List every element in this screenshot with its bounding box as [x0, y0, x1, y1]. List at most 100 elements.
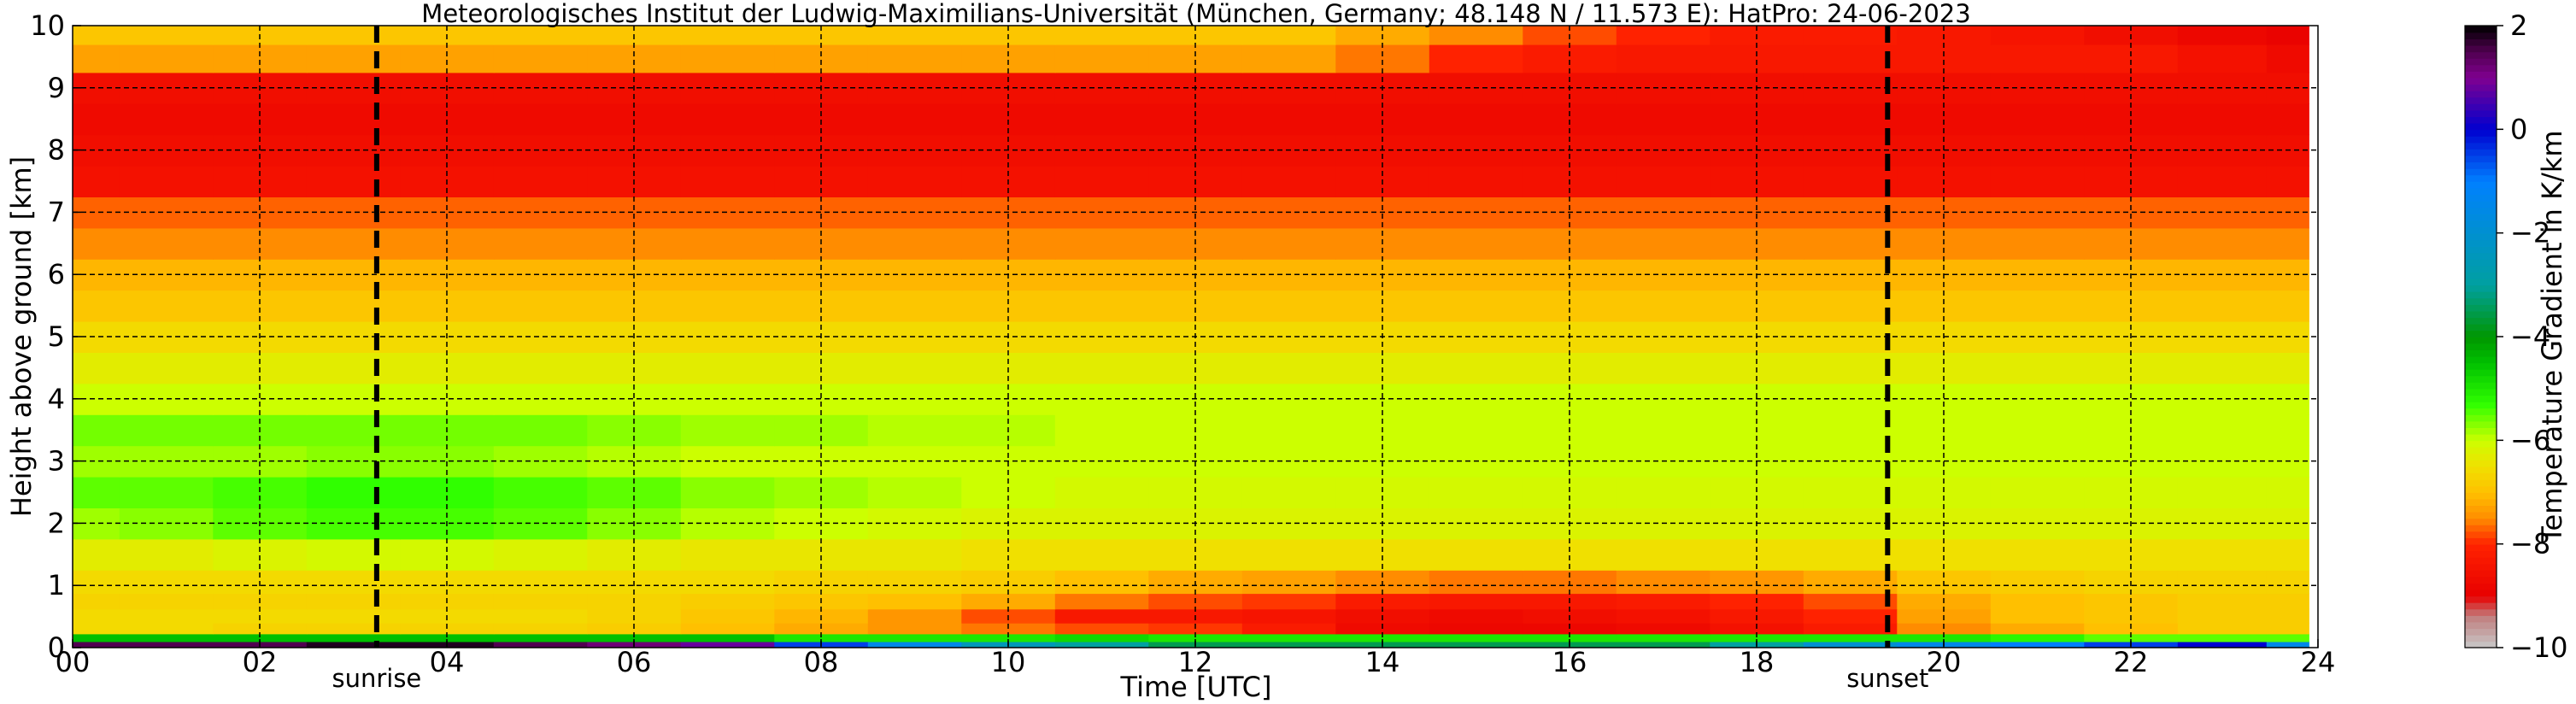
colorbar-segment [2465, 440, 2497, 448]
colorbar-segment [2465, 64, 2497, 72]
heatmap-cell [1616, 476, 1711, 508]
heatmap-cell [1803, 227, 1898, 260]
heatmap-cell [1616, 26, 1711, 45]
heatmap-cell [306, 352, 402, 384]
heatmap-cell [2177, 227, 2268, 260]
heatmap-cell [2266, 641, 2309, 648]
colorbar-segment [2465, 414, 2497, 422]
heatmap-cell [1241, 26, 1337, 45]
colorbar-segment [2465, 550, 2497, 558]
colorbar-segment [2465, 252, 2497, 260]
heatmap-cell [1054, 570, 1150, 595]
heatmap-cell [867, 227, 963, 260]
y-tick-label: 0 [48, 631, 65, 664]
colorbar-segment [2465, 433, 2497, 442]
heatmap-cell [493, 320, 589, 353]
heatmap-cell [400, 44, 495, 73]
heatmap-cell [2266, 538, 2309, 571]
heatmap-cell [1990, 476, 2086, 508]
heatmap-cell [2266, 476, 2309, 508]
heatmap-cell [680, 414, 776, 447]
heatmap-cell [1616, 227, 1711, 260]
heatmap-cell [1803, 44, 1898, 73]
y-tick-label: 7 [48, 196, 65, 228]
heatmap-cell [493, 507, 589, 540]
heatmap-cell [1990, 352, 2086, 384]
colorbar-segment [2465, 563, 2497, 571]
colorbar-segment [2465, 167, 2497, 176]
heatmap-cell [587, 44, 682, 73]
chart-title: Meteorologisches Institut der Ludwig-Max… [421, 0, 1970, 28]
x-tick-label: 10 [991, 646, 1026, 678]
heatmap-cell [119, 103, 214, 136]
colorbar-segment [2465, 290, 2497, 299]
heatmap-cell [1241, 476, 1337, 508]
heatmap-cell [306, 44, 402, 73]
heatmap-cell [119, 633, 214, 642]
colorbar-segment [2465, 84, 2497, 91]
heatmap-cell [2177, 633, 2268, 642]
colorbar-segment [2465, 310, 2497, 319]
colorbar-segment [2465, 337, 2497, 344]
colorbar-segment [2465, 621, 2497, 630]
heatmap-cell [119, 414, 214, 447]
colorbar-segment [2465, 472, 2497, 480]
colorbar-segment [2465, 368, 2497, 377]
heatmap-cell [119, 476, 214, 508]
colorbar-tick-label: −10 [2510, 631, 2568, 664]
x-tick-label: 16 [1552, 646, 1587, 678]
heatmap-cell [73, 622, 120, 635]
colorbar-segment [2465, 420, 2497, 428]
heatmap-cell [1335, 44, 1430, 73]
heatmap-cell [1710, 633, 1804, 642]
x-tick-label: 12 [1178, 646, 1213, 678]
heatmap-cell [493, 44, 589, 73]
heatmap-cell [680, 622, 776, 635]
x-tick-label: 22 [2114, 646, 2149, 678]
heatmap-cell [867, 476, 963, 508]
heatmap-cell [680, 290, 776, 322]
heatmap-cell [213, 44, 308, 73]
colorbar-segment [2465, 226, 2497, 234]
heatmap-cell [1335, 633, 1430, 642]
heatmap-cell [680, 593, 776, 610]
colorbar-segment [2465, 576, 2497, 584]
y-tick-label: 6 [48, 258, 65, 290]
heatmap-cell [493, 290, 589, 322]
heatmap-cell [306, 538, 402, 571]
colorbar-segment [2465, 317, 2497, 325]
colorbar-tick-label: −8 [2510, 528, 2550, 560]
heatmap-cell [961, 44, 1056, 73]
y-tick-label: 4 [48, 383, 65, 415]
heatmap-cell [1616, 608, 1711, 624]
heatmap-cell [774, 44, 869, 73]
heatmap-cell [1054, 414, 1150, 447]
colorbar-segment [2465, 401, 2497, 409]
colorbar-segment [2465, 239, 2497, 247]
colorbar-segment [2465, 116, 2497, 124]
colorbar-segment [2465, 343, 2497, 350]
heatmap-cell [1616, 538, 1711, 571]
colorbar-segment [2465, 446, 2497, 455]
y-tick-label: 9 [48, 72, 65, 104]
heatmap-cell [1990, 26, 2086, 45]
heatmap-cell [306, 641, 402, 648]
heatmap-cell [1897, 633, 1992, 642]
heatmap-cell [1429, 538, 1524, 571]
heatmap-cell [1429, 44, 1524, 73]
heatmap-cell [73, 227, 120, 260]
x-tick-label: 08 [804, 646, 839, 678]
heatmap-cell [867, 26, 963, 45]
heatmap-cell [1803, 26, 1898, 45]
heatmap-cell [1616, 290, 1711, 322]
colorbar-segment [2465, 272, 2497, 279]
heatmap-cell [680, 641, 776, 648]
heatmap-cell [119, 352, 214, 384]
heatmap-cell [867, 352, 963, 384]
colorbar-segment [2465, 608, 2497, 616]
heatmap-cell [1429, 608, 1524, 624]
heatmap-cell [2177, 44, 2268, 73]
heatmap-cell [961, 633, 1056, 642]
colorbar-segment [2465, 285, 2497, 292]
heatmap-cell [867, 44, 963, 73]
